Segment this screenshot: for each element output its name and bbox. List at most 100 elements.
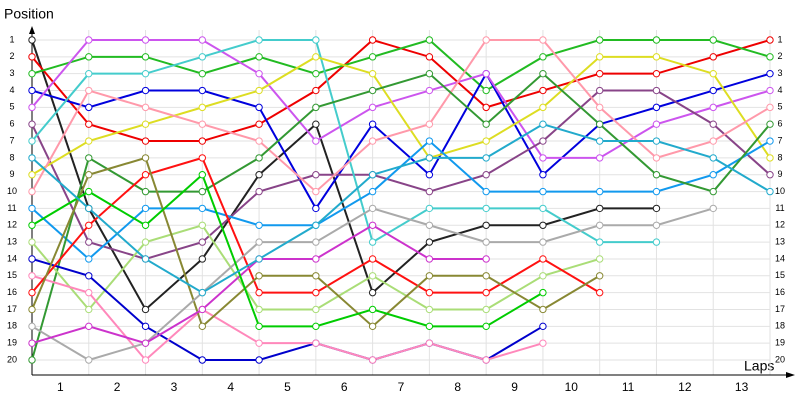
x-tick-label: 12 — [678, 380, 692, 394]
series-point — [652, 187, 661, 196]
series-point — [652, 120, 661, 128]
series-point — [28, 103, 36, 112]
series-point — [482, 238, 490, 246]
series-point — [255, 255, 263, 263]
series-point — [198, 86, 207, 95]
y-tick-label-right: 12 — [775, 220, 785, 230]
y-tick-label: 3 — [9, 68, 14, 78]
series-point — [312, 204, 320, 213]
series-line — [31, 39, 657, 244]
series-point — [425, 86, 434, 95]
y-tick-label: 9 — [9, 169, 14, 179]
y-tick-label: 6 — [9, 119, 14, 129]
series-point — [141, 187, 150, 196]
x-tick-label: 4 — [227, 380, 234, 394]
y-tick-label-right: 3 — [777, 68, 782, 78]
series-point — [425, 238, 434, 246]
series-point — [766, 86, 774, 95]
series-line — [31, 89, 771, 260]
series-point — [368, 305, 377, 314]
series-point — [539, 272, 547, 280]
series-point — [539, 288, 547, 297]
series-point — [482, 171, 490, 179]
x-tick-label: 6 — [341, 380, 348, 394]
series-point — [85, 120, 93, 128]
series-point — [141, 322, 150, 331]
series-point — [652, 53, 661, 61]
y-tick-label-right: 7 — [777, 135, 782, 145]
series-point — [28, 322, 36, 331]
y-tick-label: 5 — [9, 102, 14, 112]
series-point — [425, 171, 434, 179]
series-point — [198, 171, 207, 179]
y-axis-arrow — [29, 26, 35, 34]
y-tick-label-right: 13 — [775, 236, 785, 246]
series-line — [31, 38, 771, 92]
y-tick-label-right: 2 — [777, 51, 782, 61]
series-point — [28, 339, 36, 347]
series-point — [85, 356, 93, 364]
series-point — [652, 204, 661, 213]
series-point — [198, 356, 207, 364]
x-tick-label: 11 — [622, 380, 635, 394]
series-point — [85, 86, 93, 95]
series-point — [539, 305, 547, 314]
series-point — [141, 53, 150, 61]
y-tick-label: 19 — [7, 338, 17, 348]
series-point — [652, 86, 661, 95]
series-point — [652, 137, 661, 145]
series-point — [198, 36, 207, 44]
y-tick-label-right: 1 — [777, 34, 782, 44]
series-point — [482, 255, 490, 263]
series-point — [709, 204, 717, 213]
series-point — [85, 288, 93, 297]
series-point — [312, 171, 320, 179]
y-tick-label: 20 — [7, 354, 17, 364]
y-tick-label: 15 — [7, 270, 17, 280]
series-point — [595, 154, 604, 162]
series-point — [28, 53, 36, 61]
series-point — [368, 187, 377, 196]
series-point — [312, 69, 320, 78]
series-point — [141, 154, 150, 162]
y-tick-label-right: 18 — [775, 321, 785, 331]
series-point — [482, 187, 490, 196]
series-point — [198, 137, 207, 145]
y-axis-title: Position — [4, 6, 54, 22]
series-point — [312, 120, 320, 128]
series-point — [595, 255, 604, 263]
y-tick-label: 8 — [9, 152, 14, 162]
series-point — [709, 69, 717, 78]
series-point — [312, 53, 320, 61]
series-point — [312, 137, 320, 145]
y-tick-label: 10 — [7, 186, 17, 196]
series-point — [482, 120, 490, 128]
series-point — [482, 69, 490, 78]
series-point — [766, 120, 774, 128]
series-point — [198, 69, 207, 78]
series-point — [652, 171, 661, 179]
series-point — [766, 171, 774, 179]
series-point — [141, 305, 150, 314]
series-point — [539, 322, 547, 331]
series-point — [539, 238, 547, 246]
series-point — [425, 154, 434, 162]
x-tick-label: 3 — [171, 380, 178, 394]
series-point — [312, 339, 320, 347]
y-tick-label-right: 10 — [775, 186, 785, 196]
series-point — [652, 238, 661, 246]
series-point — [312, 272, 320, 280]
series-point — [141, 356, 150, 364]
series-point — [766, 53, 774, 61]
series-point — [425, 305, 434, 314]
y-tick-label-right: 5 — [777, 102, 782, 112]
series-point — [539, 137, 547, 145]
series-point — [198, 255, 207, 263]
series-point — [539, 86, 547, 95]
series-point — [539, 204, 547, 213]
series-point — [255, 171, 263, 179]
series-line — [31, 72, 771, 361]
series-point — [141, 255, 150, 263]
series-point — [425, 255, 434, 263]
